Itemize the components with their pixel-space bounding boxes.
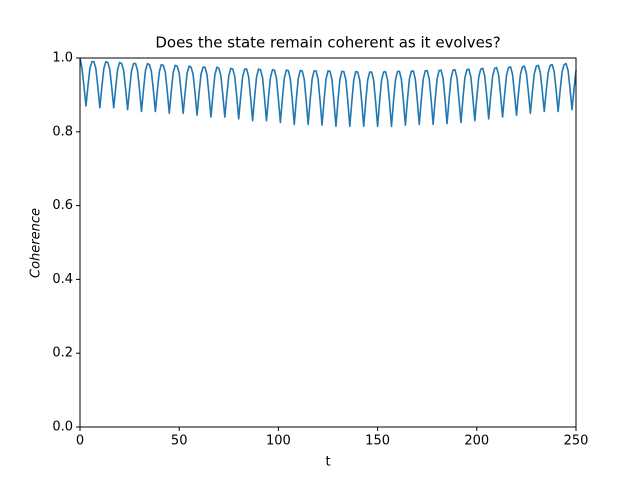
x-tick-label: 200 — [464, 434, 489, 449]
y-tick-label: 1.0 — [52, 51, 73, 66]
x-tick-label: 250 — [564, 434, 589, 449]
y-tick-label: 0.6 — [52, 198, 73, 213]
x-tick-label: 0 — [76, 434, 84, 449]
x-tick-label: 100 — [266, 434, 291, 449]
data-line — [79, 57, 577, 128]
y-tick-label: 0.8 — [52, 124, 73, 139]
y-tick-label: 0.2 — [52, 346, 73, 361]
y-axis-label: Coherence — [29, 208, 44, 278]
chart-title: Does the state remain coherent as it evo… — [155, 34, 500, 52]
x-tick-label: 50 — [171, 434, 188, 449]
y-tick-label: 0.0 — [52, 420, 73, 435]
x-axis-label: t — [325, 455, 330, 470]
plot-frame — [79, 57, 577, 428]
x-tick-label: 150 — [365, 434, 390, 449]
y-tick-label: 0.4 — [52, 272, 73, 287]
